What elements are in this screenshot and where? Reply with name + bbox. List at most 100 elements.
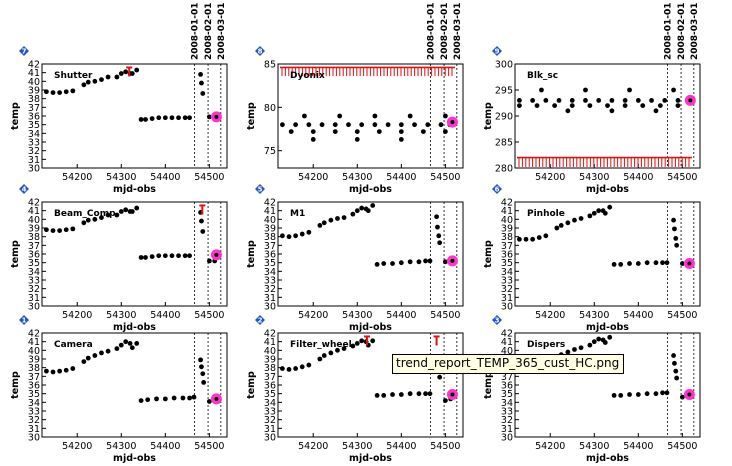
data-point xyxy=(671,87,676,93)
y-tick-label: 37 xyxy=(264,241,276,252)
data-point xyxy=(156,115,162,121)
data-point xyxy=(280,122,285,128)
data-point xyxy=(85,217,91,223)
x-tick-label: 54500 xyxy=(194,310,224,321)
y-axis-label: temp xyxy=(10,371,21,399)
x-tick-label: 54400 xyxy=(386,172,416,183)
y-tick-label: 42 xyxy=(28,60,40,71)
y-tick-label: 40 xyxy=(501,346,513,357)
y-tick-label: 36 xyxy=(28,112,40,123)
data-point xyxy=(341,346,347,351)
date-marker-labels: 2008-01-01 2008-02-01 2008-03-01 2008-01-01… xyxy=(190,2,699,60)
data-point xyxy=(622,98,628,103)
panel-badge-icon xyxy=(492,184,502,194)
data-point xyxy=(346,122,351,128)
data-point xyxy=(288,129,294,135)
y-tick-label: 285 xyxy=(495,138,513,149)
plot-frame xyxy=(41,201,228,307)
data-point xyxy=(437,240,443,246)
y-tick-label: 34 xyxy=(28,129,40,140)
x-tick-label: 54400 xyxy=(623,172,653,183)
data-point xyxy=(435,224,440,230)
y-tick-label: 34 xyxy=(501,267,513,278)
chart-panel-filter-wheel: 2 54200 54300 54400 54500 3031323334353637383… xyxy=(246,315,464,464)
y-tick-label: 40 xyxy=(28,215,40,226)
data-point xyxy=(398,260,404,266)
data-point xyxy=(299,231,305,237)
data-point xyxy=(206,399,212,404)
x-tick-label: 54400 xyxy=(386,441,416,452)
data-point xyxy=(442,398,448,403)
y-axis-label: temp xyxy=(246,371,257,399)
plot-frame xyxy=(514,201,701,307)
plot-frame xyxy=(277,63,464,169)
data-point xyxy=(674,375,680,381)
data-point xyxy=(354,341,360,346)
data-point xyxy=(280,233,285,239)
panel-badge-number: 5 xyxy=(258,186,263,194)
highlight-point-center xyxy=(214,396,219,401)
y-tick-label: 34 xyxy=(501,398,513,409)
panel-badge-icon xyxy=(19,184,29,194)
data-point xyxy=(200,229,206,234)
data-point xyxy=(114,346,120,351)
y-tick-label: 32 xyxy=(501,284,513,295)
y-tick-label: 34 xyxy=(28,267,40,278)
panel-title: Beam_Comp xyxy=(54,209,116,219)
data-point xyxy=(70,88,76,94)
y-tick-label: 30 xyxy=(264,433,276,444)
y-tick-label: 37 xyxy=(264,372,276,383)
y-tick-label: 32 xyxy=(264,415,276,426)
y-tick-label: 32 xyxy=(28,146,40,157)
data-point xyxy=(622,103,628,108)
date-marker-label: 2008-03-01 xyxy=(453,2,463,60)
data-point xyxy=(118,71,124,76)
data-point xyxy=(50,90,56,95)
data-point xyxy=(293,366,299,371)
highlight-point-center xyxy=(450,258,455,263)
data-point xyxy=(423,258,428,264)
panel-title: Blk_sc xyxy=(527,71,558,81)
y-tick-label: 38 xyxy=(264,363,276,374)
data-point xyxy=(381,393,387,398)
data-point xyxy=(640,103,646,108)
plot-frame xyxy=(514,63,701,169)
data-point xyxy=(565,349,571,355)
data-point xyxy=(662,98,668,103)
data-point xyxy=(611,393,617,398)
x-tick-label: 54200 xyxy=(298,441,328,452)
y-tick-label: 41 xyxy=(501,206,513,217)
y-tick-label: 295 xyxy=(495,86,513,97)
y-tick-label: 37 xyxy=(28,241,40,252)
data-point xyxy=(596,208,602,214)
data-point xyxy=(337,113,343,119)
y-tick-label: 38 xyxy=(28,363,40,374)
x-tick-label: 54500 xyxy=(430,172,460,183)
data-point xyxy=(354,137,360,142)
data-point xyxy=(182,115,188,121)
data-point xyxy=(129,71,135,76)
y-tick-label: 40 xyxy=(28,346,40,357)
data-point xyxy=(138,255,144,260)
x-axis-label: mjd-obs xyxy=(586,184,629,195)
panel-badge-number: 6 xyxy=(495,186,500,194)
data-point xyxy=(578,216,584,221)
y-tick-label: 32 xyxy=(501,415,513,426)
y-tick-label: 33 xyxy=(501,407,513,418)
chart-panel-m1: 5 54200 54300 54400 54500 3031323334353637383… xyxy=(246,184,464,333)
y-tick-label: 38 xyxy=(28,94,40,105)
data-point xyxy=(583,98,588,103)
x-tick-label: 54200 xyxy=(62,310,92,321)
data-point xyxy=(332,122,338,128)
data-point xyxy=(660,260,665,266)
data-point xyxy=(673,236,679,241)
data-point xyxy=(92,78,98,84)
data-point xyxy=(171,395,177,401)
data-point xyxy=(145,397,151,403)
highlight-point-center xyxy=(688,98,693,103)
panel-badge-number: 7 xyxy=(22,48,27,56)
y-tick-label: 41 xyxy=(28,206,40,217)
data-point xyxy=(569,98,575,103)
data-point xyxy=(635,261,641,266)
data-point xyxy=(162,253,168,259)
